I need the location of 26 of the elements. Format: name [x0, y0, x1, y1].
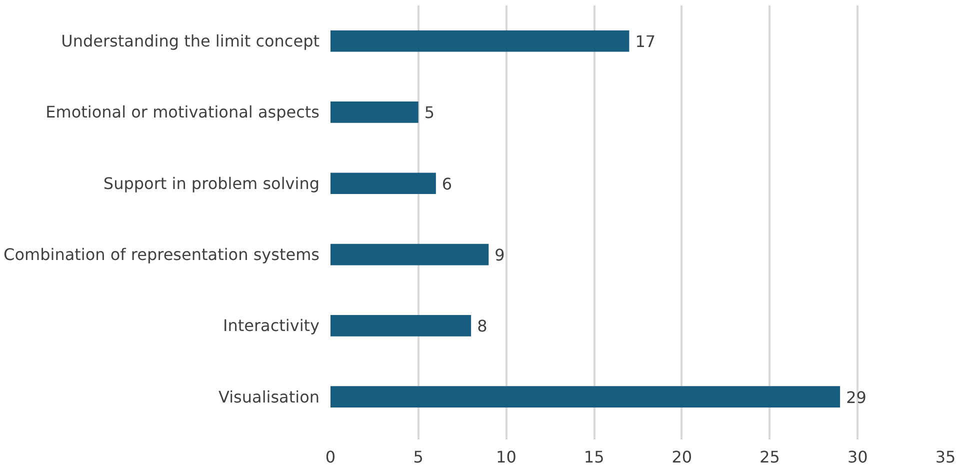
y-tick-label: Visualisation [218, 387, 320, 406]
data-label: 5 [424, 103, 435, 122]
bar [330, 30, 630, 52]
bar [330, 314, 472, 336]
x-tick-label: 0 [325, 448, 336, 466]
x-tick-label: 10 [496, 448, 516, 466]
y-tick-label: Support in problem solving [103, 174, 320, 193]
y-tick-label: Combination of representation systems [4, 245, 320, 264]
data-label: 17 [635, 32, 656, 52]
x-tick-label: 20 [672, 448, 692, 466]
bar [330, 244, 489, 266]
y-tick-label: Interactivity [222, 316, 320, 336]
bar [330, 386, 840, 408]
x-tick-label: 25 [760, 448, 780, 466]
x-tick-label: 35 [935, 448, 956, 466]
data-label: 29 [846, 388, 866, 407]
x-tick-label: 15 [584, 448, 604, 466]
x-tick-label: 5 [413, 448, 424, 466]
y-tick-label: Understanding the limit concept [61, 32, 320, 51]
bar [330, 172, 436, 194]
y-tick-label: Emotional or motivational aspects [46, 102, 320, 122]
data-label: 8 [477, 316, 488, 336]
bar [330, 102, 418, 123]
data-label: 6 [442, 174, 452, 194]
x-tick-label: 30 [847, 448, 868, 466]
data-label: 9 [494, 246, 505, 265]
